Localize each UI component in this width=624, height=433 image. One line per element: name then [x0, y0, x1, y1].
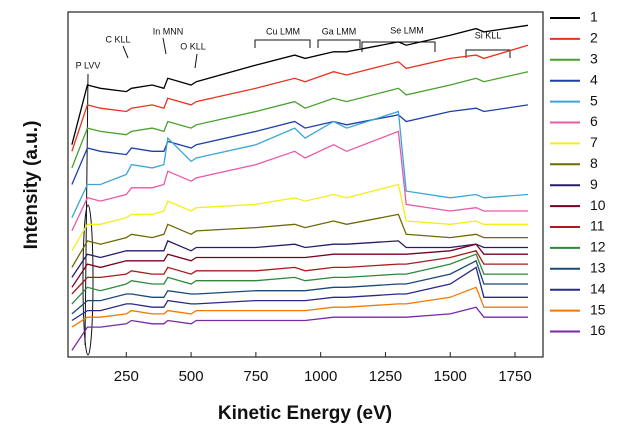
arrow — [122, 45, 129, 59]
series-line — [71, 266, 528, 322]
arrow — [162, 37, 167, 55]
series-line — [71, 44, 529, 152]
series-line — [71, 259, 528, 315]
legend-label: 9 — [590, 176, 598, 192]
arrow — [194, 53, 198, 69]
legend-label: 13 — [590, 260, 606, 276]
annotation: C KLL — [105, 34, 130, 44]
x-tick-label: 1000 — [304, 368, 337, 385]
series-line — [71, 250, 528, 295]
annotation-markers — [82, 37, 511, 356]
x-tick-label: 1750 — [498, 368, 531, 385]
legend-label: 1 — [590, 9, 598, 25]
series-line — [71, 213, 528, 268]
legend-label: 14 — [590, 280, 606, 296]
bracket — [465, 49, 511, 58]
series-line — [71, 110, 529, 218]
series-line — [71, 183, 528, 252]
annotation: Ga LMM — [322, 26, 357, 36]
x-tick-label: 500 — [179, 368, 204, 385]
legend-label: 6 — [590, 113, 598, 129]
legend-label: 15 — [590, 301, 606, 317]
x-tick-label: 1250 — [369, 368, 402, 385]
plot-frame — [67, 11, 544, 358]
annotation: Si KLL — [475, 30, 502, 40]
series-line — [71, 243, 528, 288]
legend-label: 12 — [590, 239, 606, 255]
bracket — [317, 39, 361, 48]
legend-label: 8 — [590, 155, 598, 171]
series-line — [71, 306, 528, 351]
series-line — [71, 286, 528, 328]
legend-label: 7 — [590, 134, 598, 150]
y-axis-label: Intensity (a.u.) — [21, 121, 42, 250]
legend-label: 3 — [590, 51, 598, 67]
legend-label: 11 — [590, 218, 605, 234]
series-line — [71, 104, 529, 185]
legend-label: 5 — [590, 92, 598, 108]
annotation: Cu LMM — [266, 26, 300, 36]
x-tick-label: 1500 — [434, 368, 467, 385]
series-line — [71, 130, 528, 232]
legend-label: 10 — [590, 197, 606, 213]
bracket — [254, 39, 311, 48]
x-axis-label: Kinetic Energy (eV) — [218, 403, 392, 424]
annotation: In MNN — [153, 26, 184, 36]
annotation: O KLL — [180, 41, 206, 51]
annotation: P LVV — [76, 60, 101, 70]
x-tick-label: 250 — [114, 368, 139, 385]
annotation: Se LMM — [390, 25, 424, 35]
series-line — [71, 253, 528, 305]
legend-label: 2 — [590, 30, 598, 46]
series-line — [71, 71, 529, 169]
legend-label: 4 — [590, 71, 598, 87]
series-line — [71, 240, 528, 278]
x-tick-label: 750 — [243, 368, 268, 385]
series-line — [71, 24, 529, 145]
legend-label: 16 — [590, 322, 606, 338]
highlight — [82, 204, 94, 356]
